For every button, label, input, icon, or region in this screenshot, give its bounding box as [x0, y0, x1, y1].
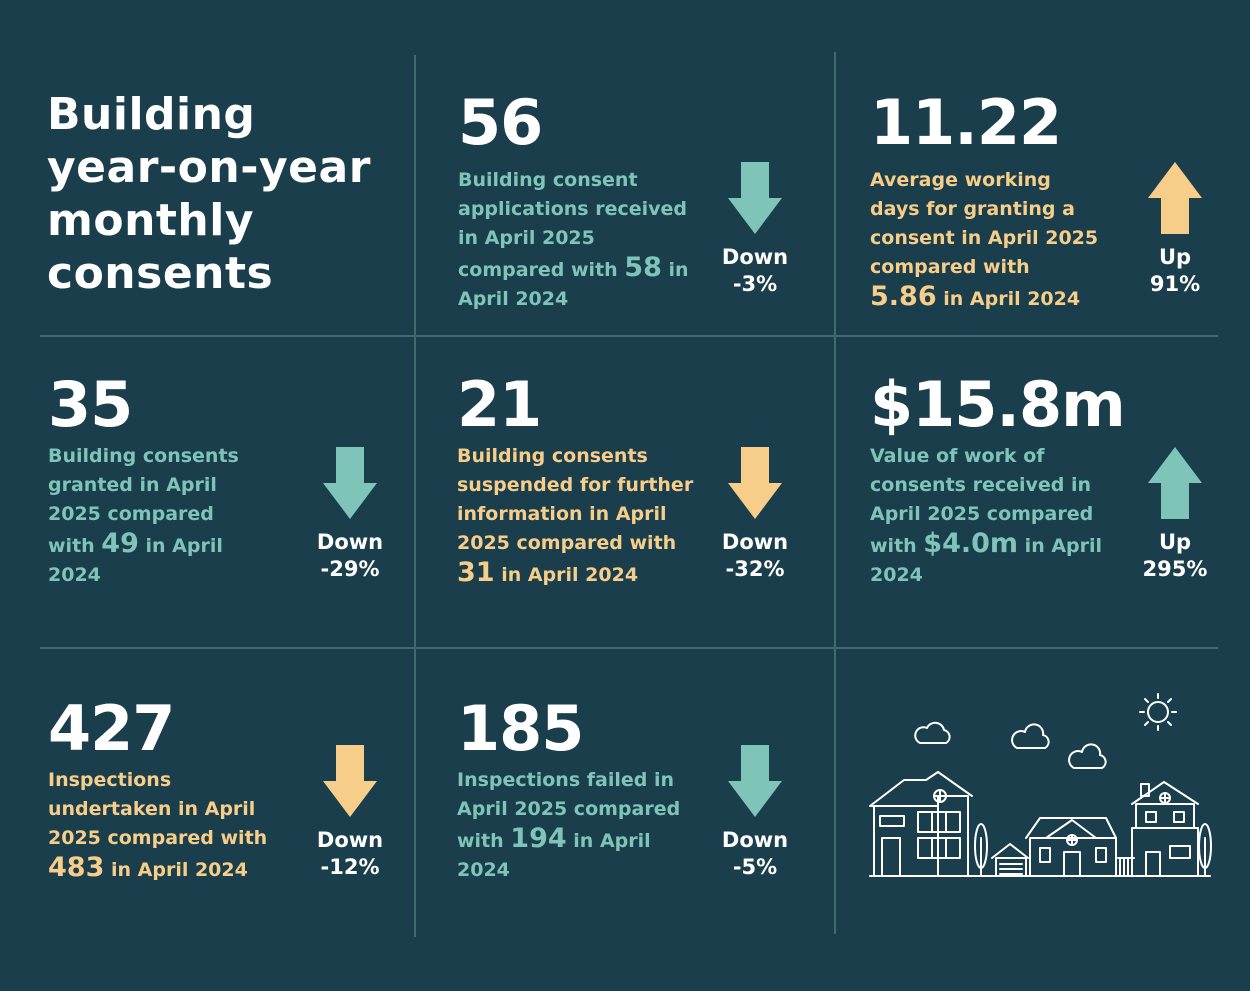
page-title: Building year-on-year monthly consents — [47, 89, 371, 299]
stat-text: Average working days for granting a cons… — [870, 169, 1099, 278]
stat-value: 21 — [457, 368, 542, 441]
sun-icon — [1139, 693, 1177, 731]
stat-text-suffix: in April 2024 — [458, 259, 689, 310]
stat-text-suffix: in April 2024 — [48, 535, 223, 586]
stat-description: Building consents suspended for further … — [457, 442, 702, 590]
stat-inspections-failed: 185 Inspections failed in April 2025 com… — [457, 698, 697, 885]
stat-text-suffix: in April 2024 — [936, 288, 1081, 310]
stat-text-suffix: in April 2024 — [870, 535, 1103, 586]
tree-icon — [974, 823, 988, 877]
stat-description: Building consent applications received i… — [458, 166, 698, 314]
grid-divider-horizontal-2 — [40, 647, 1218, 649]
stat-previous-value: 49 — [101, 528, 139, 559]
change-direction: Up — [1158, 530, 1192, 554]
up-arrow-icon — [1146, 162, 1204, 234]
change-label: Down -5% — [700, 827, 810, 881]
stat-previous-value: 31 — [457, 557, 495, 588]
change-direction: Down — [316, 530, 384, 554]
cloud-icon — [1011, 723, 1050, 749]
change-label: Down -12% — [295, 827, 405, 881]
down-arrow-icon — [726, 162, 784, 234]
stat-text-suffix: in April 2024 — [457, 830, 651, 881]
change-direction: Down — [316, 828, 384, 852]
stat-value: $15.8m — [870, 368, 1126, 441]
change-percent: -3% — [732, 272, 778, 296]
stat-text: Value of work of consents received in Ap… — [870, 445, 1094, 557]
stat-description: Value of work of consents received in Ap… — [870, 442, 1105, 590]
stat-value-of-work: $15.8m Value of work of consents receive… — [870, 368, 1126, 590]
grid-divider-horizontal-1 — [40, 335, 1218, 337]
stat-value: 427 — [48, 692, 175, 765]
change-label: Down -29% — [295, 529, 405, 583]
stat-text: Building consents suspended for further … — [457, 445, 694, 554]
change-percent: -29% — [320, 557, 380, 581]
change-percent: -5% — [732, 855, 778, 879]
stat-previous-value: 194 — [510, 823, 567, 854]
stat-value: 11.22 — [870, 86, 1062, 159]
change-percent: -12% — [320, 855, 380, 879]
stat-previous-value: 483 — [48, 852, 105, 883]
stat-consent-applications: 56 Building consent applications receive… — [458, 92, 698, 314]
change-direction: Down — [721, 530, 789, 554]
stat-description: Inspections failed in April 2025 compare… — [457, 766, 697, 885]
change-label: Up 295% — [1120, 529, 1230, 583]
stat-text: Building consent applications received i… — [458, 169, 688, 281]
change-label: Up 91% — [1120, 244, 1230, 298]
stat-description: Inspections undertaken in April 2025 com… — [48, 766, 273, 885]
stat-consents-suspended: 21 Building consents suspended for furth… — [457, 374, 702, 590]
stat-text: Inspections failed in April 2025 compare… — [457, 769, 681, 852]
tree-icon — [1198, 823, 1212, 877]
stat-previous-value: 5.86 — [870, 281, 937, 312]
down-arrow-icon — [321, 745, 379, 817]
change-percent: 91% — [1149, 272, 1201, 296]
down-arrow-icon — [321, 447, 379, 519]
change-label: Down -3% — [700, 244, 810, 298]
stat-value: 185 — [457, 692, 584, 765]
stat-text: Building consents granted in April 2025 … — [48, 445, 239, 557]
change-percent: -32% — [725, 557, 785, 581]
stat-description: Average working days for granting a cons… — [870, 166, 1100, 314]
stat-consents-granted: 35 Building consents granted in April 20… — [48, 374, 248, 590]
stat-previous-value: 58 — [624, 252, 662, 283]
change-percent: 295% — [1142, 557, 1208, 581]
stat-value: 56 — [458, 86, 543, 159]
stat-previous-value: $4.0m — [923, 528, 1019, 559]
up-arrow-icon — [1146, 447, 1204, 519]
stat-text-suffix: in April 2024 — [494, 564, 639, 586]
change-direction: Down — [721, 245, 789, 269]
stat-text-suffix: in April 2024 — [104, 859, 248, 881]
cloud-icon — [1068, 743, 1107, 769]
grid-divider-vertical-1 — [414, 55, 416, 937]
cloud-icon — [914, 721, 951, 744]
change-direction: Up — [1158, 245, 1192, 269]
down-arrow-icon — [726, 745, 784, 817]
change-direction: Down — [721, 828, 789, 852]
stat-inspections-undertaken: 427 Inspections undertaken in April 2025… — [48, 698, 273, 885]
stat-description: Building consents granted in April 2025 … — [48, 442, 248, 590]
down-arrow-icon — [726, 447, 784, 519]
stat-text: Inspections undertaken in April 2025 com… — [48, 769, 268, 849]
stat-working-days: 11.22 Average working days for granting … — [870, 92, 1100, 314]
stat-value: 35 — [48, 368, 133, 441]
change-label: Down -32% — [700, 529, 810, 583]
houses-illustration — [860, 688, 1220, 888]
grid-divider-vertical-2 — [834, 52, 836, 934]
